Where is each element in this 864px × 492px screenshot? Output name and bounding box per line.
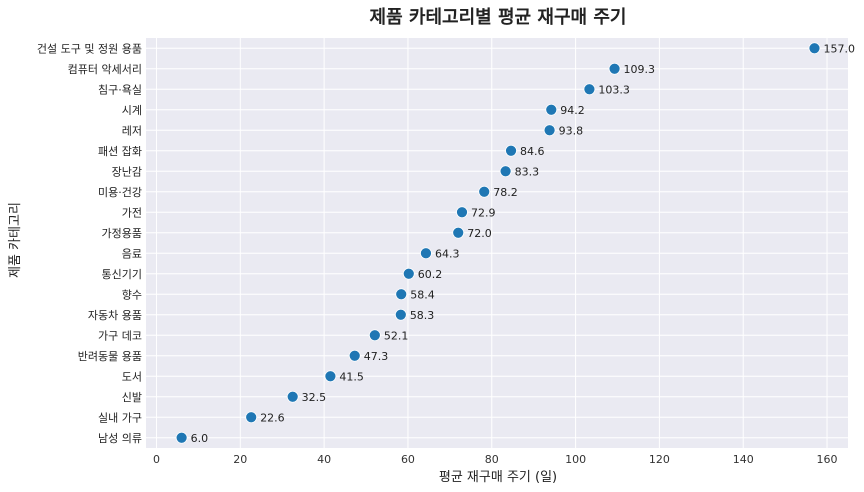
x-tick-label: 0 [153,453,160,466]
data-label: 83.3 [515,165,540,178]
data-label: 64.3 [435,247,460,260]
y-tick-label: 장난감 [112,165,142,178]
y-tick-label: 향수 [122,288,142,301]
data-point [369,330,380,341]
data-label: 72.0 [467,227,492,240]
y-tick-label: 가구 데코 [98,329,142,342]
data-point [349,350,360,361]
data-point [544,125,555,136]
y-tick-label: 가정용품 [102,227,142,240]
y-tick-label: 시계 [122,104,142,117]
y-tick-label: 미용·건강 [98,186,142,199]
data-label: 84.6 [520,145,545,158]
y-tick-label: 패션 잡화 [98,145,142,158]
x-tick-label: 100 [565,453,586,466]
x-tick-labels: 0 20 40 60 80 100 120 140 160 [153,453,838,466]
data-label: 58.3 [410,309,435,322]
data-label: 94.2 [560,104,585,117]
data-label: 109.3 [624,63,656,76]
data-label: 103.3 [598,83,630,96]
data-label: 41.5 [339,370,364,383]
x-tick-label: 120 [649,453,670,466]
y-tick-label: 통신기기 [102,268,142,281]
y-tick-label: 음료 [122,247,142,260]
data-point [809,43,820,54]
data-point [176,432,187,443]
data-label: 60.2 [418,268,443,281]
data-label: 32.5 [302,391,327,404]
y-tick-label: 도서 [122,370,142,383]
y-tick-label: 신발 [122,391,142,404]
x-axis-label: 평균 재구매 주기 (일) [439,470,557,485]
y-tick-label: 가전 [122,206,142,219]
data-point [395,309,406,320]
data-point [609,63,620,74]
data-point [325,371,336,382]
data-label: 6.0 [191,432,209,445]
data-label: 58.4 [410,288,435,301]
x-tick-label: 40 [317,453,331,466]
data-point [546,104,557,115]
y-tick-label: 반려동물 용품 [78,350,142,363]
data-point [479,186,490,197]
data-point [420,248,431,259]
y-axis-label: 제품 카테고리 [8,202,23,278]
data-point [403,268,414,279]
y-tick-label: 건설 도구 및 정원 용품 [37,42,142,55]
data-label: 157.0 [823,42,855,55]
data-point [287,391,298,402]
chart-title: 제품 카테고리별 평균 재구매 주기 [370,7,627,28]
x-tick-label: 140 [733,453,754,466]
data-point [246,412,257,423]
y-tick-label: 침구·욕실 [98,83,142,96]
data-label: 47.3 [364,350,389,363]
x-tick-label: 80 [485,453,499,466]
data-label: 78.2 [493,186,517,199]
data-point [584,84,595,95]
data-point [453,227,464,238]
y-tick-label: 컴퓨터 악세서리 [68,63,142,76]
y-tick-label: 레저 [122,124,142,137]
x-tick-label: 20 [233,453,247,466]
x-tick-label: 160 [817,453,838,466]
y-tick-label: 자동차 용품 [88,309,142,322]
y-tick-label: 실내 가구 [98,411,142,424]
data-label: 52.1 [384,329,409,342]
y-tick-label: 남성 의류 [98,432,142,445]
data-point [506,145,517,156]
data-label: 93.8 [559,124,584,137]
x-tick-label: 60 [401,453,415,466]
data-point [500,166,511,177]
data-point [396,289,407,300]
data-label: 22.6 [260,411,285,424]
data-label: 72.9 [471,206,496,219]
plot-area [146,38,848,448]
data-point [457,207,468,218]
